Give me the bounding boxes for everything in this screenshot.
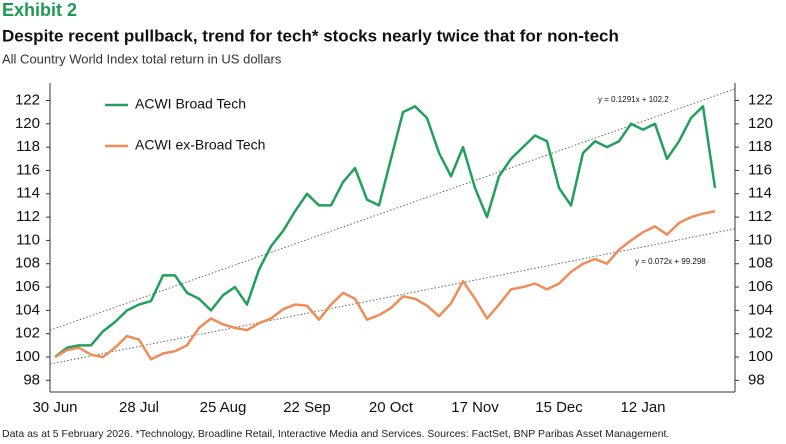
y-tick-label: 98 bbox=[23, 371, 40, 388]
y-tick-label: 104 bbox=[15, 301, 40, 318]
x-tick-label: 22 Sep bbox=[283, 399, 331, 416]
legend-label: ACWI Broad Tech bbox=[135, 96, 246, 112]
y2-tick-label: 104 bbox=[748, 301, 773, 318]
y2-tick-label: 108 bbox=[748, 255, 773, 272]
y-tick-label: 106 bbox=[15, 278, 40, 295]
x-tick-label: 15 Dec bbox=[535, 399, 583, 416]
y2-tick-label: 98 bbox=[748, 371, 765, 388]
x-tick-label: 25 Aug bbox=[200, 399, 247, 416]
trend-line bbox=[49, 228, 736, 365]
trend-label: y = 0.1291x + 102.2 bbox=[598, 95, 669, 104]
x-tick-label: 30 Jun bbox=[32, 399, 77, 416]
chart-title: Despite recent pullback, trend for tech*… bbox=[2, 26, 619, 45]
series-line bbox=[54, 210, 716, 361]
x-tick-label: 28 Jul bbox=[119, 399, 159, 416]
y2-tick-label: 114 bbox=[748, 185, 772, 202]
y-tick-label: 102 bbox=[15, 325, 40, 342]
y2-tick-label: 110 bbox=[748, 231, 772, 248]
footnote: Data as at 5 February 2026. *Technology,… bbox=[2, 428, 669, 440]
legend-label: ACWI ex-Broad Tech bbox=[135, 137, 265, 153]
y-tick-label: 118 bbox=[16, 138, 40, 155]
y2-tick-label: 116 bbox=[748, 161, 772, 178]
y2-tick-label: 118 bbox=[748, 138, 772, 155]
y2-tick-label: 112 bbox=[748, 208, 772, 225]
trend-label: y = 0.072x + 99.298 bbox=[635, 257, 706, 266]
y2-tick-label: 100 bbox=[748, 348, 773, 365]
y-tick-label: 100 bbox=[15, 348, 40, 365]
series-line bbox=[54, 105, 717, 359]
x-tick-label: 12 Jan bbox=[620, 399, 665, 416]
x-tick-label: 20 Oct bbox=[369, 399, 414, 416]
y-tick-label: 120 bbox=[15, 115, 40, 132]
exhibit-label: Exhibit 2 bbox=[2, 0, 77, 20]
y-tick-label: 116 bbox=[16, 161, 40, 178]
y2-tick-label: 120 bbox=[748, 115, 773, 132]
chart-subtitle: All Country World Index total return in … bbox=[2, 51, 282, 66]
y-tick-label: 114 bbox=[16, 185, 40, 202]
y-tick-label: 110 bbox=[16, 231, 40, 248]
y2-tick-label: 102 bbox=[748, 325, 773, 342]
y-tick-label: 122 bbox=[15, 91, 40, 108]
y-tick-label: 108 bbox=[15, 255, 40, 272]
y2-tick-label: 106 bbox=[748, 278, 773, 295]
y-tick-label: 112 bbox=[16, 208, 40, 225]
y2-tick-label: 122 bbox=[748, 91, 773, 108]
x-tick-label: 17 Nov bbox=[451, 399, 499, 416]
